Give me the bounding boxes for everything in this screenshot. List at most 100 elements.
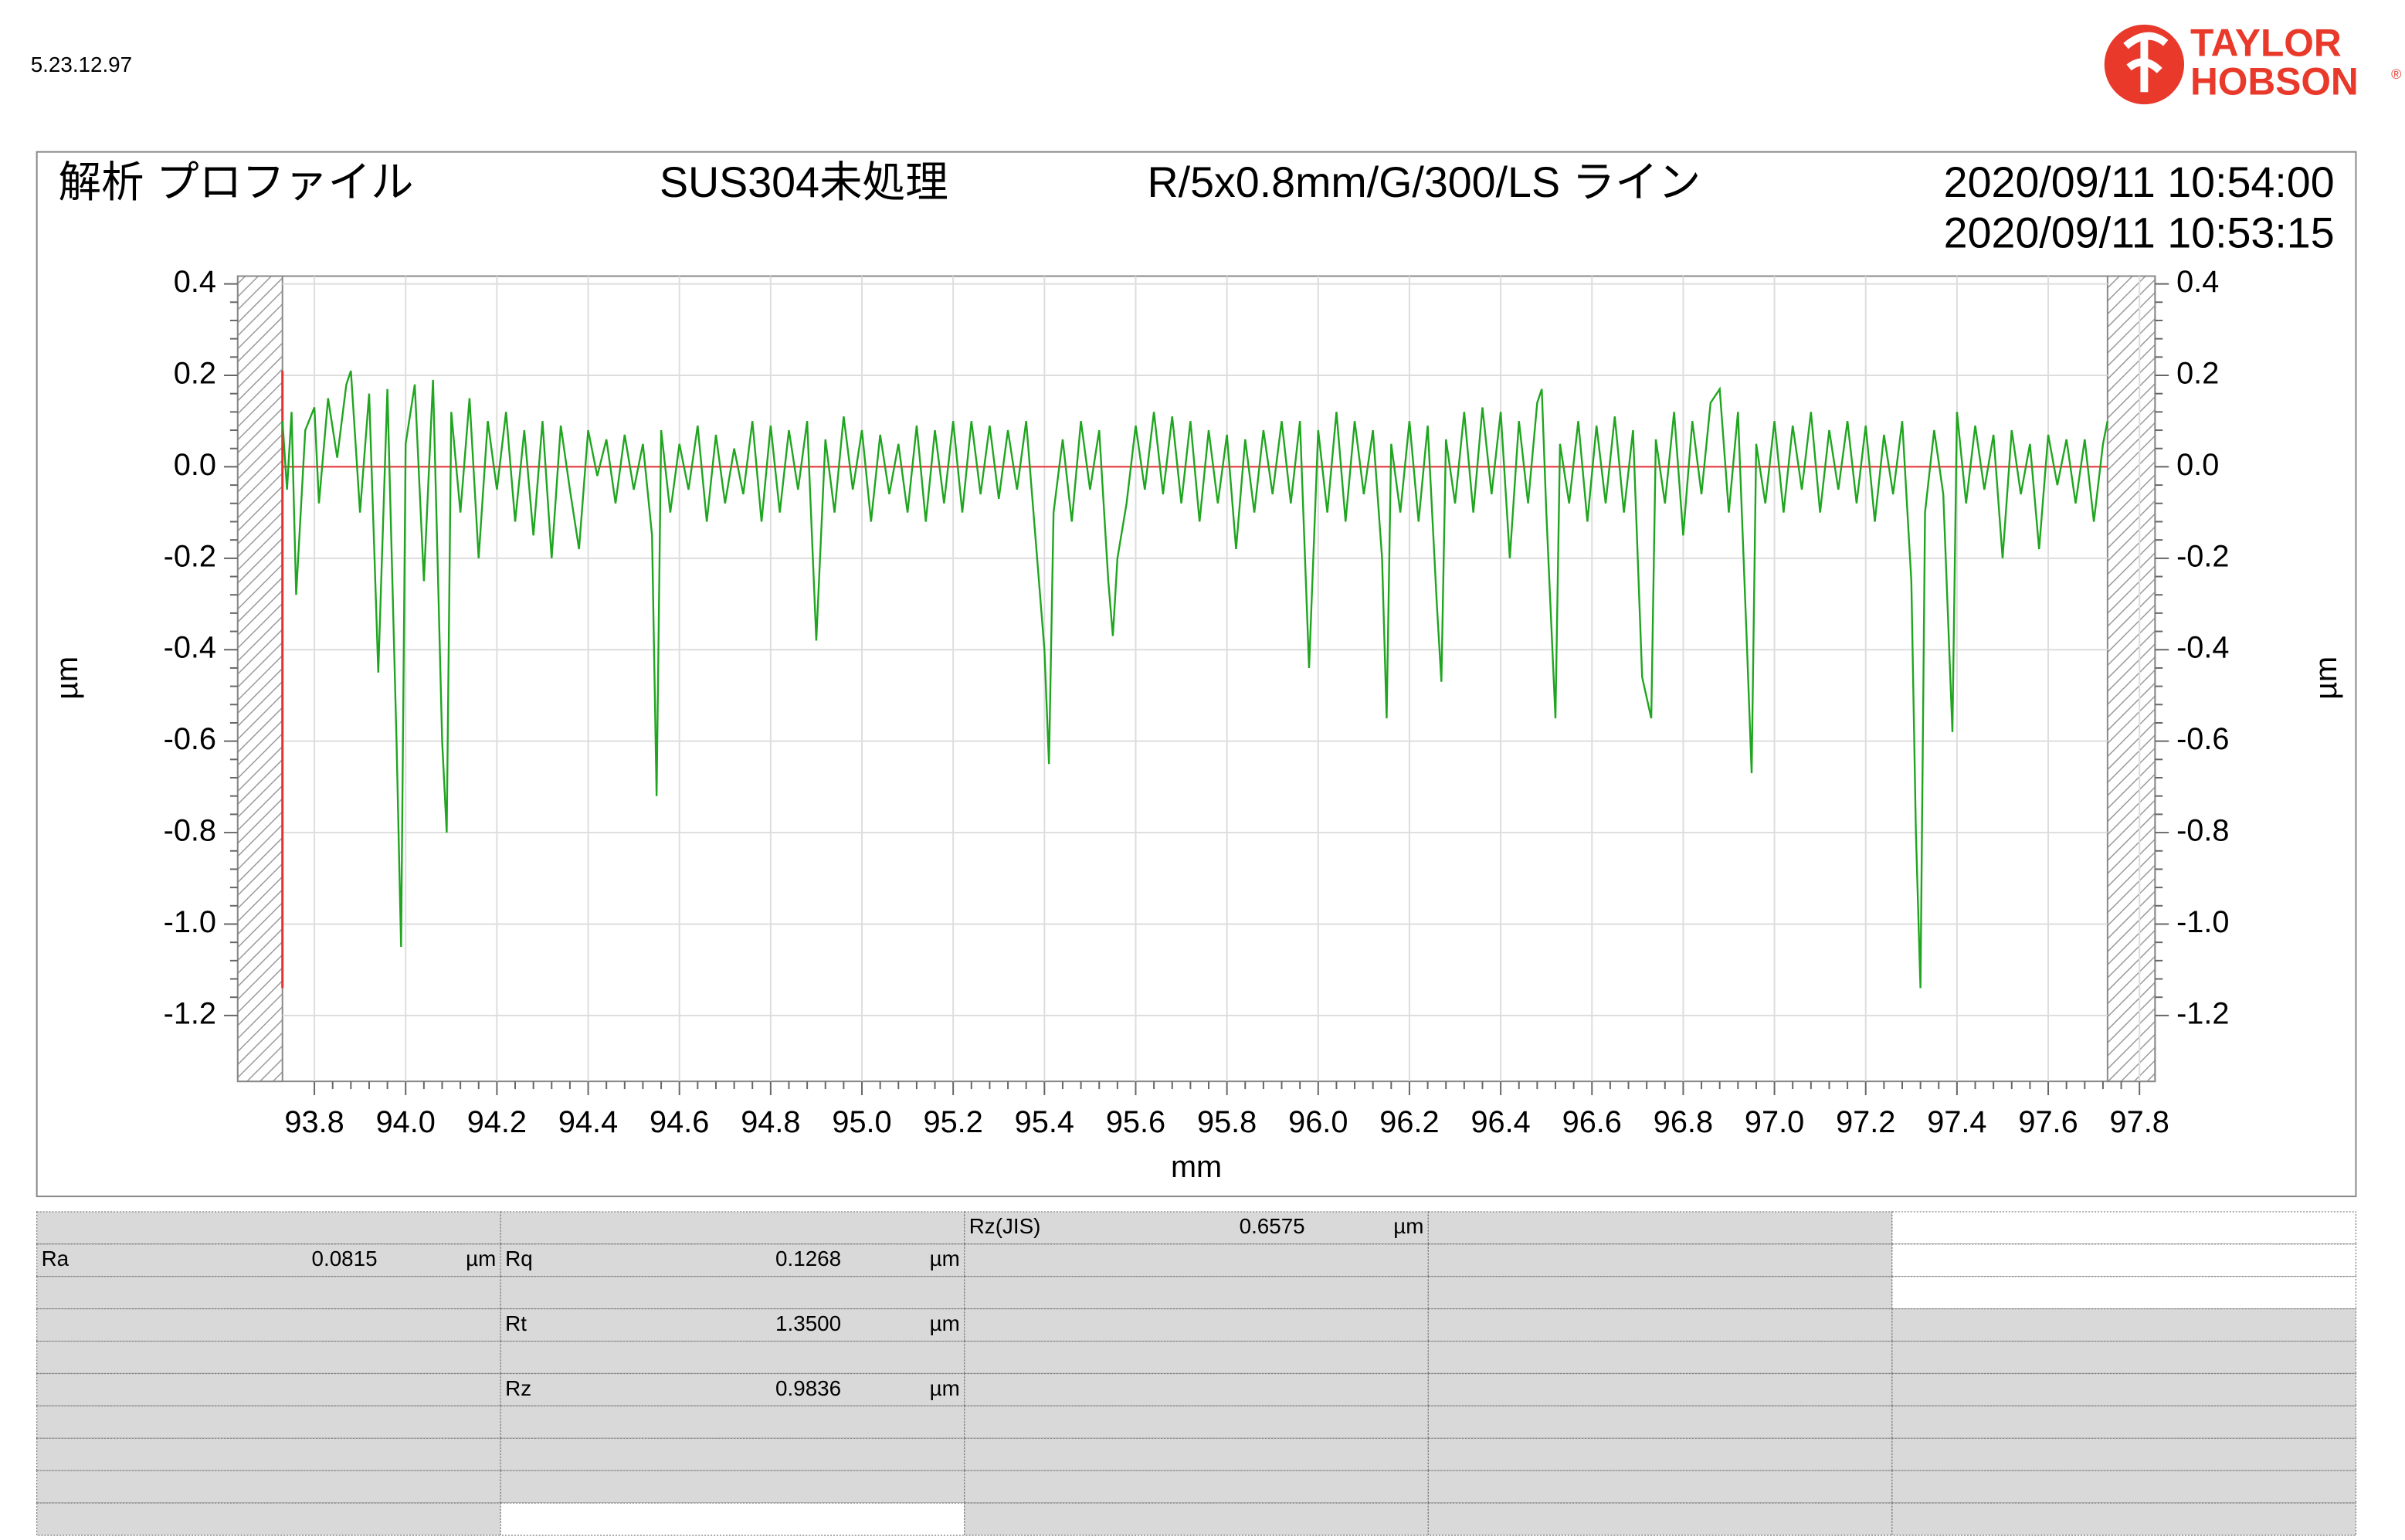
table-cell (964, 1276, 1429, 1310)
y-tick-label: -0.8 (164, 814, 216, 848)
table-cell (1891, 1470, 2357, 1504)
table-cell (500, 1308, 965, 1342)
x-tick-label: 96.0 (1288, 1105, 1348, 1139)
table-cell (500, 1470, 965, 1504)
x-tick-label: 95.2 (924, 1105, 983, 1139)
table-cell (1427, 1470, 1893, 1504)
table-cell (964, 1470, 1429, 1504)
table-cell (500, 1211, 965, 1245)
sample-name: SUS304未処理 (660, 158, 948, 206)
table-cell (964, 1405, 1429, 1439)
y-tick-label: 0.4 (2176, 265, 2219, 299)
cell-label: Rt (505, 1311, 527, 1335)
table-cell (1891, 1340, 2357, 1375)
y-tick-label: 0.2 (2176, 356, 2219, 390)
table-cell (1891, 1276, 2357, 1310)
table-cell (36, 1211, 501, 1245)
chart-title: 解析 プロファイル (58, 158, 413, 206)
cell-unit: µm (930, 1376, 960, 1400)
x-tick-label: 94.4 (558, 1105, 618, 1139)
table-cell (1427, 1243, 1893, 1277)
results-table: Rz(JIS) 0.6575 µm Ra 0.0815 µm Rq 0.1268 µm Rt 1.3… (36, 1211, 2357, 1536)
cell-value: 0.0815 (312, 1247, 378, 1270)
y-tick-label: -0.6 (2176, 722, 2229, 756)
excluded-region (2106, 275, 2156, 1083)
x-tick-label: 97.4 (1927, 1105, 1986, 1139)
cell-unit: µm (1393, 1214, 1423, 1238)
table-cell (1891, 1437, 2357, 1471)
table-cell (500, 1243, 965, 1277)
table-cell (1427, 1276, 1893, 1310)
x-tick-label: 95.4 (1015, 1105, 1074, 1139)
table-cell (1427, 1502, 1893, 1536)
cell-value: 0.6575 (1240, 1214, 1305, 1238)
cell-unit: µm (930, 1311, 960, 1335)
y-tick-label: -1.0 (164, 905, 216, 939)
table-cell (36, 1340, 501, 1375)
y-tick-label: 0.0 (2176, 448, 2219, 482)
y-tick-label: -0.6 (164, 722, 216, 756)
y-tick-label: -0.8 (2176, 814, 2229, 848)
logo-registered: ® (2391, 66, 2401, 82)
table-cell (1427, 1308, 1893, 1342)
y-tick-label: -0.2 (164, 539, 216, 573)
cell-label: Rq (505, 1247, 533, 1270)
cell-label: Rz (505, 1376, 531, 1400)
y-tick-label: 0.4 (174, 265, 216, 299)
table-cell (1891, 1243, 2357, 1277)
cell-label: Ra (42, 1247, 70, 1270)
profile-line (281, 370, 2109, 989)
table-cell (36, 1437, 501, 1471)
y-tick-label: -0.4 (164, 631, 216, 665)
table-cell (1891, 1308, 2357, 1342)
excluded-region (236, 275, 283, 1083)
table-cell (500, 1437, 965, 1471)
x-tick-label: 96.8 (1654, 1105, 1713, 1139)
cell-value: 0.9836 (775, 1376, 841, 1400)
table-cell (964, 1340, 1429, 1375)
table-cell (36, 1308, 501, 1342)
table-cell (1891, 1211, 2357, 1245)
y-tick-label: -1.2 (2176, 996, 2229, 1030)
plot: 0.4 0.4 0.2 0.2 0.0 0.0 -0.2 -0.2 -0.4 -0.4 -0.6 -0… (164, 265, 2230, 1139)
x-tick-label: 96.4 (1470, 1105, 1530, 1139)
x-tick-label: 93.8 (284, 1105, 344, 1139)
x-tick-label: 94.0 (376, 1105, 436, 1139)
table-cell (1427, 1437, 1893, 1471)
table-cell (500, 1502, 965, 1536)
x-tick-label: 96.6 (1562, 1105, 1622, 1139)
cell-unit: µm (466, 1247, 496, 1270)
x-tick-label: 94.8 (741, 1105, 800, 1139)
y-tick-label: -1.0 (2176, 905, 2229, 939)
y-tick-label: -0.4 (2176, 631, 2229, 665)
x-tick-label: 96.2 (1379, 1105, 1439, 1139)
table-cell (36, 1276, 501, 1310)
x-tick-label: 97.6 (2018, 1105, 2078, 1139)
x-tick-label: 94.2 (467, 1105, 527, 1139)
table-cell (500, 1405, 965, 1439)
chart-frame (36, 151, 2357, 1198)
x-tick-label: 97.2 (1836, 1105, 1895, 1139)
x-tick-label: 94.6 (650, 1105, 709, 1139)
cell-value: 0.1268 (775, 1247, 841, 1270)
cell-value: 1.3500 (775, 1311, 841, 1335)
y-axis-label: µm (50, 656, 84, 700)
x-axis-label: mm (1171, 1150, 1222, 1184)
condition: R/5x0.8mm/G/300/LS ライン (1148, 158, 1701, 206)
table-cell (1427, 1340, 1893, 1375)
timestamp: 2020/09/11 10:53:15 (1944, 209, 2335, 257)
logo-text: HOBSON (2190, 59, 2359, 103)
table-cell (500, 1276, 965, 1310)
logo-mark (2123, 32, 2169, 93)
logo: TAYLOR HOBSON ® (2104, 22, 2401, 105)
table-cell (1891, 1405, 2357, 1439)
table-cell (500, 1340, 965, 1375)
timestamp: 2020/09/11 10:54:00 (1944, 158, 2335, 206)
x-tick-label: 95.6 (1106, 1105, 1165, 1139)
table-cell (964, 1502, 1429, 1536)
cell-label: Rz(JIS) (969, 1214, 1041, 1238)
version: 5.23.12.97 (31, 53, 132, 76)
table-cell (1427, 1372, 1893, 1406)
